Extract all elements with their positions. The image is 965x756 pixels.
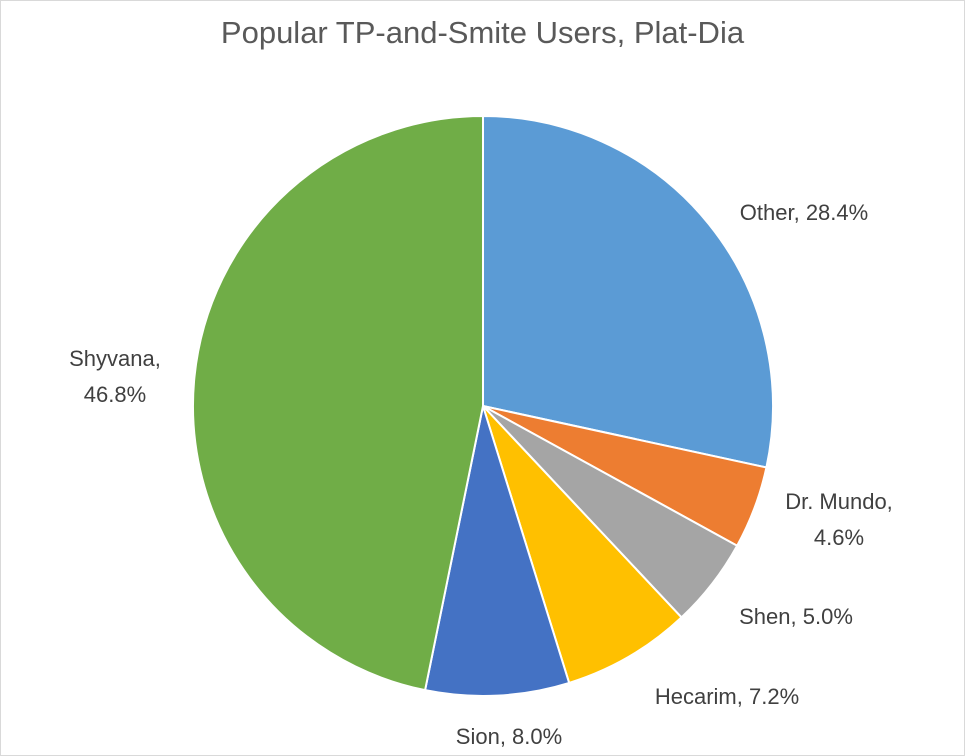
data-label-shen: Shen, 5.0%	[739, 604, 853, 629]
data-label-line: Shen, 5.0%	[739, 604, 853, 629]
data-label-dr-mundo: Dr. Mundo, 4.6%	[785, 489, 893, 550]
chart-title: Popular TP-and-Smite Users, Plat-Dia	[220, 15, 745, 50]
data-label-other: Other, 28.4%	[740, 200, 868, 225]
pie-slice-other	[482, 115, 774, 469]
data-label-hecarim: Hecarim, 7.2%	[655, 684, 799, 709]
pie-slice-shyvana	[192, 115, 484, 692]
data-label-line: 46.8%	[84, 382, 146, 407]
data-label-line: Hecarim, 7.2%	[655, 684, 799, 709]
data-label-line: Shyvana,	[69, 346, 161, 371]
data-label-line: Other, 28.4%	[740, 200, 868, 225]
pie-slice-sion	[424, 405, 571, 697]
data-label-shyvana: Shyvana, 46.8%	[69, 346, 161, 407]
pie-slice-hecarim	[482, 405, 683, 684]
data-labels: Other, 28.4% Dr. Mundo, 4.6% Shen, 5.0% Heca…	[69, 200, 893, 749]
data-label-line: Dr. Mundo,	[785, 489, 893, 514]
pie-slices	[192, 115, 774, 697]
data-label-sion: Sion, 8.0%	[456, 724, 562, 749]
data-label-line: Sion, 8.0%	[456, 724, 562, 749]
data-label-line: 4.6%	[814, 525, 864, 550]
